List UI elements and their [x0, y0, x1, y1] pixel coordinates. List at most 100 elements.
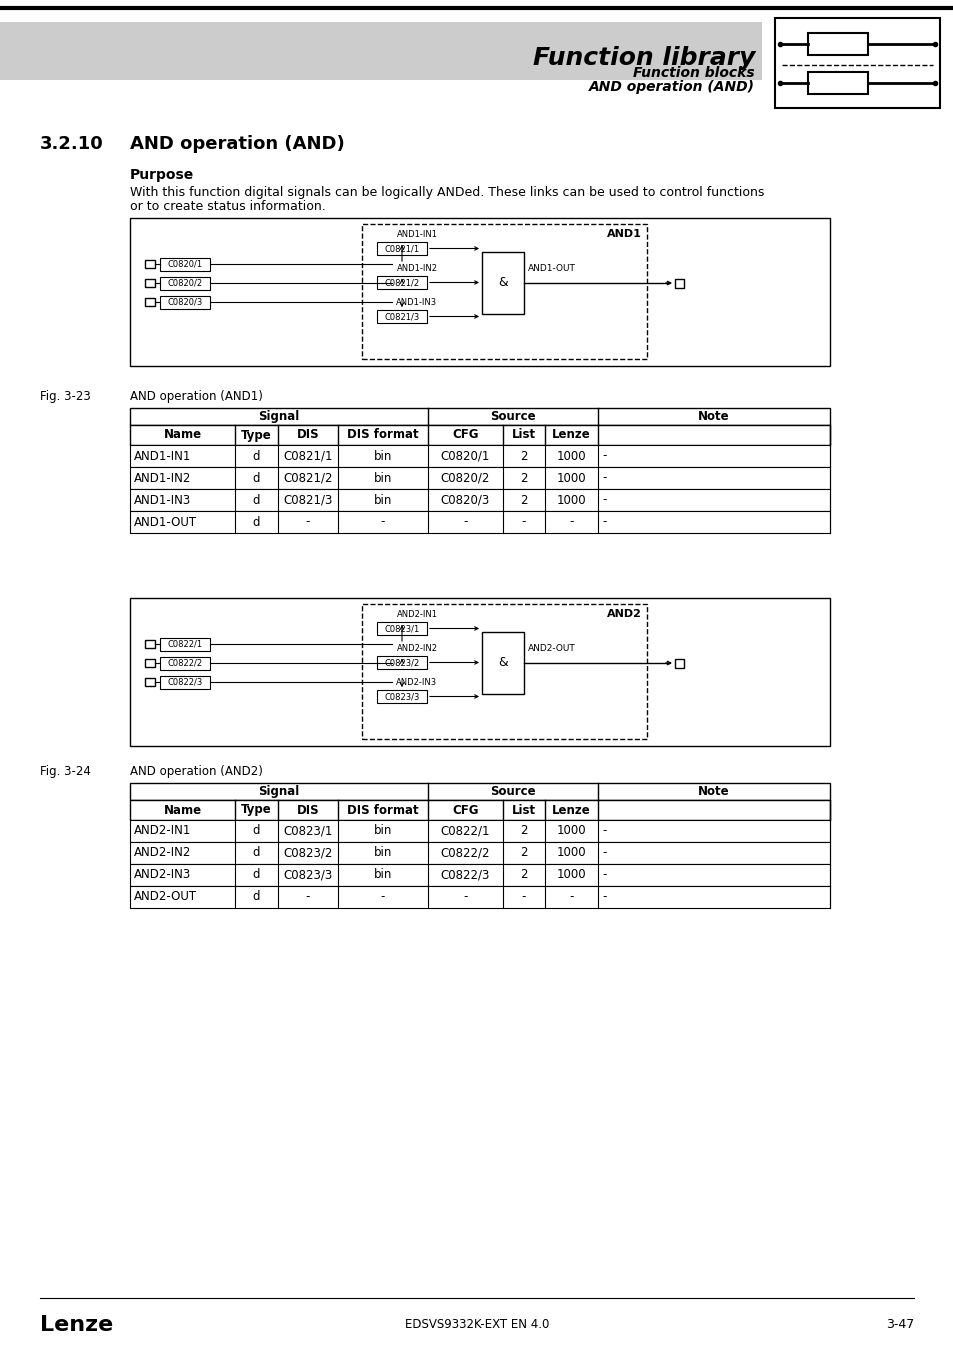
- Bar: [376, 690, 427, 703]
- Text: Type: Type: [241, 428, 272, 441]
- Text: EDSVS9332K-EXT EN 4.0: EDSVS9332K-EXT EN 4.0: [404, 1319, 549, 1331]
- Text: -: -: [601, 868, 606, 882]
- Text: d: d: [253, 494, 260, 506]
- Bar: [130, 425, 829, 446]
- Bar: [807, 32, 867, 55]
- Bar: [160, 656, 210, 670]
- Text: AND2-IN2: AND2-IN2: [133, 846, 192, 860]
- Text: -: -: [306, 891, 310, 903]
- Text: AND operation (AND1): AND operation (AND1): [130, 390, 263, 404]
- Text: d: d: [253, 471, 260, 485]
- Text: Name: Name: [163, 803, 201, 817]
- Bar: [361, 224, 646, 359]
- Text: d: d: [253, 891, 260, 903]
- Text: DIS: DIS: [296, 803, 319, 817]
- Bar: [130, 886, 829, 909]
- Text: Source: Source: [490, 784, 536, 798]
- Text: C0822/2: C0822/2: [168, 659, 202, 667]
- Text: CFG: CFG: [452, 428, 478, 441]
- Text: AND2-OUT: AND2-OUT: [133, 891, 197, 903]
- Text: C0823/1: C0823/1: [283, 825, 333, 837]
- Text: 1000: 1000: [557, 868, 586, 882]
- Text: AND1-IN1: AND1-IN1: [396, 230, 437, 239]
- Text: -: -: [521, 891, 526, 903]
- Bar: [130, 842, 829, 864]
- Bar: [130, 783, 829, 801]
- Text: d: d: [253, 450, 260, 463]
- Text: C0820/2: C0820/2: [440, 471, 490, 485]
- Text: bin: bin: [374, 868, 392, 882]
- Text: 1000: 1000: [557, 846, 586, 860]
- Text: AND2-IN3: AND2-IN3: [133, 868, 191, 882]
- Text: Lenze: Lenze: [552, 803, 590, 817]
- Text: 2: 2: [519, 825, 527, 837]
- Text: C0822/3: C0822/3: [440, 868, 490, 882]
- Text: Name: Name: [163, 428, 201, 441]
- Text: C0820/1: C0820/1: [440, 450, 490, 463]
- Text: AND1-IN3: AND1-IN3: [133, 494, 191, 506]
- Bar: [376, 275, 427, 289]
- Text: d: d: [253, 516, 260, 528]
- Text: C0822/1: C0822/1: [168, 640, 202, 648]
- Bar: [145, 640, 154, 648]
- Bar: [774, 18, 939, 108]
- Bar: [160, 637, 210, 651]
- Bar: [376, 656, 427, 670]
- Text: C0821/3: C0821/3: [283, 494, 333, 506]
- Bar: [145, 659, 154, 667]
- Text: C0820/2: C0820/2: [168, 278, 202, 288]
- Text: -: -: [521, 516, 526, 528]
- Text: Purpose: Purpose: [130, 167, 194, 182]
- Text: DIS format: DIS format: [347, 803, 418, 817]
- Bar: [361, 603, 646, 738]
- Bar: [376, 310, 427, 323]
- Text: C0823/2: C0823/2: [384, 657, 419, 667]
- Text: 3.2.10: 3.2.10: [40, 135, 104, 153]
- Text: d: d: [253, 825, 260, 837]
- Text: AND1-OUT: AND1-OUT: [133, 516, 197, 528]
- Text: AND1-OUT: AND1-OUT: [527, 265, 576, 273]
- Text: AND2: AND2: [606, 609, 641, 620]
- Text: bin: bin: [374, 846, 392, 860]
- Text: 1000: 1000: [557, 450, 586, 463]
- Text: DIS: DIS: [296, 428, 319, 441]
- Text: -: -: [463, 516, 467, 528]
- Text: bin: bin: [374, 471, 392, 485]
- Text: 3-47: 3-47: [884, 1319, 913, 1331]
- Text: -: -: [601, 825, 606, 837]
- Bar: [160, 675, 210, 688]
- Text: List: List: [512, 803, 536, 817]
- Text: C0820/3: C0820/3: [167, 297, 202, 306]
- Text: bin: bin: [374, 825, 392, 837]
- Text: Note: Note: [698, 410, 729, 423]
- Text: AND2-OUT: AND2-OUT: [527, 644, 576, 653]
- Text: bin: bin: [374, 450, 392, 463]
- Text: Function blocks: Function blocks: [633, 66, 754, 80]
- Text: AND1-IN3: AND1-IN3: [396, 298, 437, 306]
- Bar: [675, 659, 683, 667]
- Text: AND2-IN3: AND2-IN3: [396, 678, 437, 687]
- Text: &: &: [497, 656, 507, 670]
- Bar: [807, 72, 867, 94]
- Text: AND1-IN2: AND1-IN2: [396, 265, 437, 273]
- Text: -: -: [601, 471, 606, 485]
- Bar: [675, 278, 683, 288]
- Text: AND operation (AND2): AND operation (AND2): [130, 765, 263, 778]
- Text: Source: Source: [490, 410, 536, 423]
- Text: -: -: [380, 516, 385, 528]
- Text: With this function digital signals can be logically ANDed. These links can be us: With this function digital signals can b…: [130, 186, 763, 198]
- Text: 2: 2: [519, 471, 527, 485]
- Text: bin: bin: [374, 494, 392, 506]
- Text: C0821/3: C0821/3: [384, 312, 419, 321]
- Text: d: d: [253, 846, 260, 860]
- Text: AND1-IN1: AND1-IN1: [133, 450, 192, 463]
- Text: 2: 2: [519, 846, 527, 860]
- Text: 2: 2: [519, 450, 527, 463]
- Text: C0822/1: C0822/1: [440, 825, 490, 837]
- Text: -: -: [601, 516, 606, 528]
- Text: Function library: Function library: [532, 46, 754, 70]
- Text: -: -: [380, 891, 385, 903]
- Text: or to create status information.: or to create status information.: [130, 200, 325, 213]
- Text: CFG: CFG: [452, 803, 478, 817]
- Bar: [160, 296, 210, 309]
